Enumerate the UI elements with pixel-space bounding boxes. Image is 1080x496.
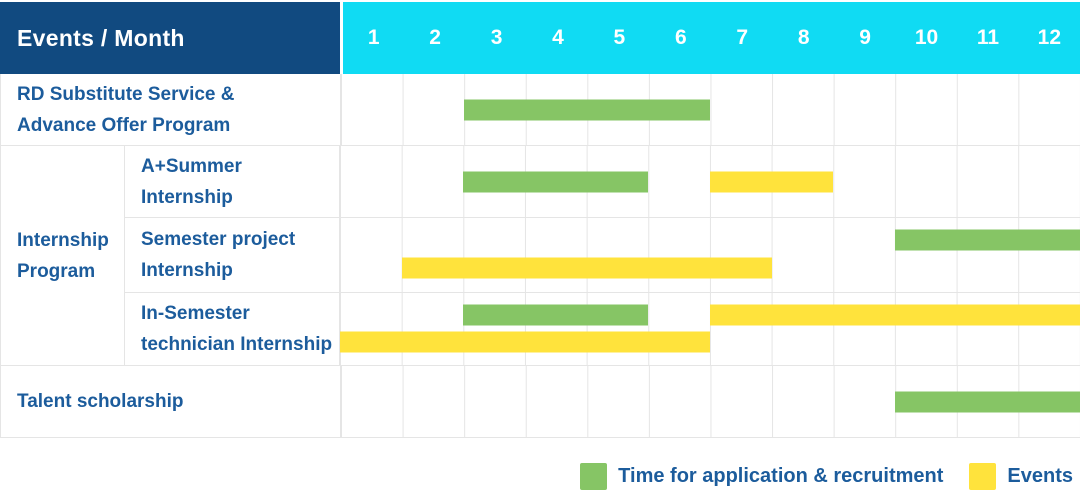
bar-application — [463, 171, 649, 192]
legend-label: Time for application & recruitment — [618, 465, 944, 487]
table-row-in-semester-technician: In-Semester technician Internship — [125, 293, 1080, 365]
month-header-cell: 5 — [613, 26, 626, 49]
month-header-cell: 3 — [490, 26, 503, 49]
bar-application — [895, 229, 1080, 251]
legend-item-events: Events — [969, 463, 1073, 490]
month-header-cell: 4 — [552, 26, 564, 49]
bar-events — [710, 304, 1080, 326]
bar-events — [340, 331, 710, 353]
month-header-strip: 1 2 3 4 5 6 7 8 9 10 11 12 — [343, 2, 1080, 74]
task-label: Talent scholarship — [1, 366, 341, 437]
task-label: RD Substitute Service & Advance Offer Pr… — [1, 74, 341, 145]
month-header-cell: 7 — [736, 26, 749, 49]
month-header-cell: 8 — [797, 26, 810, 49]
month-header-cell: 11 — [976, 26, 1000, 49]
table-row-semester-project: Semester project Internship — [125, 218, 1080, 293]
timeline-cell — [341, 366, 1080, 437]
month-header-cell: 12 — [1037, 26, 1062, 49]
month-header-cell: 1 — [367, 26, 380, 49]
bar-application — [895, 391, 1080, 412]
timeline-cell — [340, 146, 1080, 217]
legend-label: Events — [1007, 465, 1073, 487]
bar-events — [401, 257, 772, 279]
timeline-cell — [340, 218, 1080, 292]
bar-application — [463, 304, 649, 326]
legend: Time for application & recruitment Event… — [580, 463, 1073, 490]
green-swatch-icon — [580, 463, 608, 490]
timeline-cell — [341, 74, 1080, 145]
internship-program-group: Internship Program A+Summer Internship S… — [1, 146, 1080, 366]
timeline-cell — [340, 293, 1080, 365]
task-label: Semester project Internship — [125, 218, 340, 292]
task-label: A+Summer Internship — [125, 146, 340, 217]
legend-item-application: Time for application & recruitment — [580, 463, 943, 490]
bar-events — [710, 171, 834, 192]
bar-application — [464, 99, 711, 120]
yellow-swatch-icon — [969, 463, 997, 490]
table-header-row: Events / Month 1 2 3 4 5 6 7 8 9 10 11 1… — [0, 2, 1080, 74]
group-subrows: A+Summer Internship Semester project Int… — [125, 146, 1080, 365]
table-row-talent-scholarship: Talent scholarship — [1, 366, 1080, 438]
group-label: Internship Program — [1, 146, 125, 365]
table-row-rd-substitute: RD Substitute Service & Advance Offer Pr… — [1, 74, 1080, 146]
events-month-header: Events / Month — [0, 2, 340, 74]
month-header-cell: 9 — [859, 26, 871, 49]
month-header-cell: 10 — [914, 26, 939, 49]
month-header-cell: 2 — [429, 26, 441, 49]
month-header-cell: 6 — [674, 26, 687, 49]
task-label: In-Semester technician Internship — [125, 293, 340, 365]
table-body: RD Substitute Service & Advance Offer Pr… — [0, 74, 1080, 438]
table-row-a-plus-summer: A+Summer Internship — [125, 146, 1080, 218]
